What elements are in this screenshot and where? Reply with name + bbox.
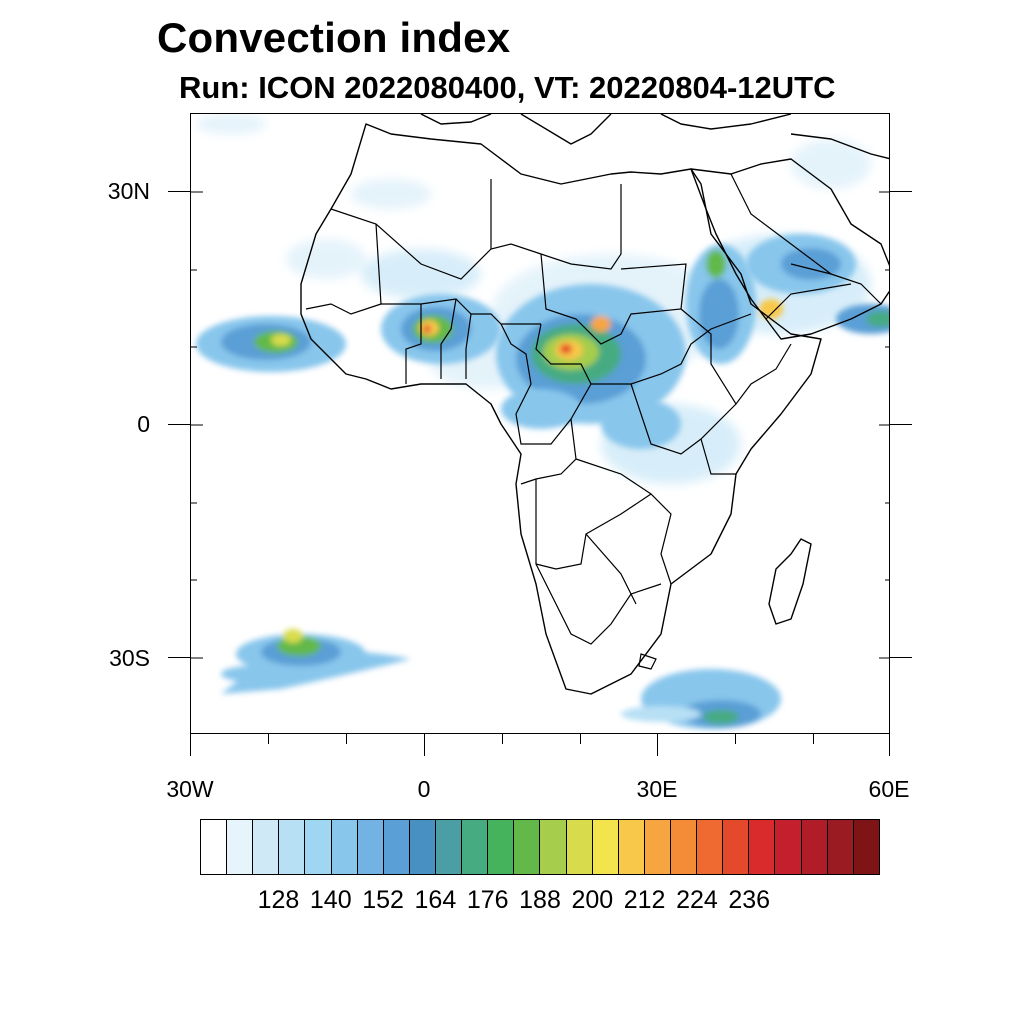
colorbar-label: 236 — [728, 886, 771, 914]
colorbar-swatch — [253, 820, 280, 874]
lat-tick — [168, 657, 190, 658]
lon-label-30w: 30W — [166, 776, 214, 802]
colorbar-label: 140 — [309, 886, 352, 914]
colorbar-label: 164 — [414, 886, 457, 914]
lat-label-eq: 0 — [137, 411, 150, 437]
country-borders — [305, 173, 882, 670]
colorbar-swatch — [357, 820, 384, 874]
lon-tick — [813, 734, 814, 744]
lon-tick — [268, 734, 269, 744]
map-frame — [190, 113, 890, 734]
colorbar-swatch — [488, 820, 515, 874]
colorbar — [200, 819, 880, 875]
colorbar-swatch — [227, 820, 254, 874]
lon-label-30e: 30E — [636, 776, 678, 802]
convection-field — [196, 114, 889, 729]
lon-tick — [735, 734, 736, 744]
lat-tick — [890, 424, 912, 425]
colorbar-swatch — [514, 820, 541, 874]
colorbar-swatch — [697, 820, 724, 874]
colorbar-label: 128 — [257, 886, 300, 914]
colorbar-swatch — [435, 820, 463, 874]
colorbar-swatch — [853, 820, 879, 874]
colorbar-swatch — [201, 820, 228, 874]
colorbar-label: 188 — [519, 886, 561, 914]
colorbar-swatch — [592, 820, 619, 874]
colorbar-swatch — [723, 820, 750, 874]
lon-tick — [657, 734, 658, 756]
chart-subtitle: Run: ICON 2022080400, VT: 20220804-12UTC — [179, 70, 836, 105]
lat-tick — [890, 657, 912, 658]
colorbar-swatch — [749, 820, 776, 874]
colorbar-swatch — [618, 820, 645, 874]
colorbar-swatch — [279, 820, 306, 874]
lat-label-30n: 30N — [107, 178, 150, 204]
lon-tick — [889, 734, 890, 756]
colorbar-label: 176 — [466, 886, 509, 914]
lon-label-60e: 60E — [868, 776, 910, 802]
colorbar-label: 212 — [623, 886, 666, 914]
colorbar-swatch — [801, 820, 828, 874]
lon-tick — [424, 734, 425, 756]
colorbar-swatch — [827, 820, 854, 874]
colorbar-swatch — [566, 820, 593, 874]
colorbar-swatch — [540, 820, 567, 874]
colorbar-swatch — [644, 820, 671, 874]
lon-label-0: 0 — [417, 776, 431, 802]
colorbar-swatch — [331, 820, 358, 874]
lon-tick — [580, 734, 581, 744]
lat-label-30s: 30S — [109, 645, 150, 671]
lon-tick — [190, 734, 191, 756]
map-canvas — [191, 114, 889, 729]
colorbar-swatch — [409, 820, 436, 874]
colorbar-swatch — [383, 820, 410, 874]
lat-tick — [890, 191, 912, 192]
colorbar-label: 152 — [362, 886, 404, 914]
colorbar-label: 200 — [571, 886, 614, 914]
lon-tick — [346, 734, 347, 744]
inner-ticks — [191, 191, 889, 659]
colorbar-swatch — [462, 820, 489, 874]
colorbar-swatch — [670, 820, 698, 874]
chart-title: Convection index — [157, 14, 511, 61]
colorbar-swatch — [775, 820, 802, 874]
lat-tick — [168, 424, 190, 425]
lat-tick — [168, 191, 190, 192]
lon-tick — [502, 734, 503, 744]
colorbar-swatch — [305, 820, 332, 874]
colorbar-label: 224 — [676, 886, 718, 914]
